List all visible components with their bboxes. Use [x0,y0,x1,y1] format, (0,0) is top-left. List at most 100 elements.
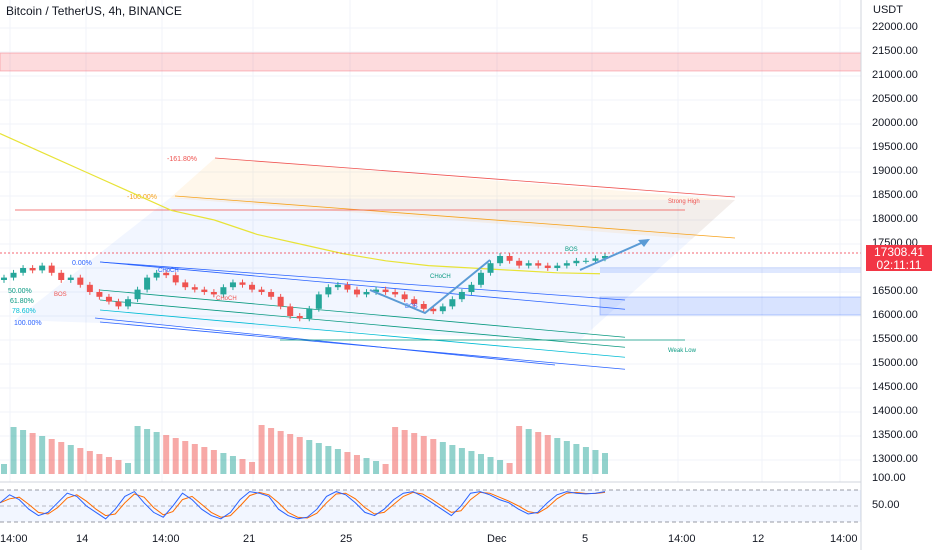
candle [477,272,484,285]
candle [306,308,313,319]
candle [229,282,236,288]
candle [411,299,418,304]
price-tick: 18500.00 [872,189,918,201]
candle [468,284,475,292]
candle [58,272,65,280]
moving-average-line [0,133,601,275]
time-tick: 25 [340,533,353,545]
volume-bar [10,427,17,474]
structure-label: Weak Low [668,348,697,354]
candle [506,256,513,261]
candle [268,292,275,297]
structure-label: Strong High [668,199,700,205]
last-price-badge: 17308.41 02:11:11 [866,245,932,272]
last-price-value: 17308.41 [873,245,925,259]
volume-bar [544,435,551,474]
volume-bar [334,449,341,474]
symbol-title: Bitcoin / TetherUS, 4h, BINANCE [6,4,182,18]
candle [249,284,256,290]
fib-zone [15,198,735,340]
volume-bar [229,456,236,474]
candle [277,296,284,307]
volume-bar [115,460,122,474]
volume-bar [39,436,46,474]
candle [239,282,246,285]
time-tick: 12 [752,533,765,545]
candle [554,265,561,268]
fib-zone-upper [170,158,735,239]
candle [220,287,227,295]
candle [1,277,7,280]
fib-level-label: -161.80% [167,156,197,163]
price-tick: 14500.00 [872,381,918,393]
stoch-tick: 100.00 [872,472,906,484]
fib-level-line [99,261,626,310]
fib-level-label: 0.00% [72,260,92,267]
volume-bar [306,440,313,474]
price-tick: 21000.00 [872,69,918,81]
candle [582,260,589,262]
countdown: 02:11:11 [876,258,922,272]
candle [544,265,551,268]
volume-bar [249,462,256,474]
volume-bar [420,436,427,474]
price-tick: 18000.00 [872,213,918,225]
volume-bar [134,426,141,474]
candle [96,292,103,297]
candle [525,263,532,266]
candle [516,260,523,266]
price-tick: 16500.00 [872,285,918,297]
time-tick: 14 [76,533,89,545]
fib-level-line [99,309,626,358]
candle [163,272,170,276]
supply-zone [0,52,862,72]
candle [134,289,141,300]
volume-bar [325,446,332,474]
volume-bar [373,461,380,474]
volume-bar [573,444,580,474]
volume-bar [144,429,151,474]
candle [39,265,46,271]
structure-label: BOS [565,247,578,253]
volume-bar [344,452,351,474]
price-tick: 14000.00 [872,405,918,417]
volume-bar [449,445,456,474]
candle [458,292,465,300]
volume-bar [439,442,446,474]
fib-level-label: 100.00% [14,320,42,327]
volume-bar [363,458,370,474]
fib-level-label: 61.80% [10,298,34,305]
volume-bar [191,444,198,474]
volume-bar [201,447,208,474]
candle [325,287,332,295]
volume-bar [268,428,275,474]
candle [592,258,599,261]
projection-arrow [369,259,491,315]
candle [144,277,151,290]
volume-bar [582,447,589,474]
volume-bar [392,427,399,474]
volume-bar [86,451,93,474]
candle [48,265,55,273]
fib-level-label: 50.00% [8,288,32,295]
demand-zone [599,296,862,316]
structure-label: CHoCH [430,274,451,280]
candle [77,277,84,285]
volume-bar [477,454,484,474]
volume-bar [315,443,322,474]
fib-level-line [99,289,626,338]
price-tick: 15000.00 [872,357,918,369]
volume-bar [20,430,27,474]
volume-bar [58,442,65,474]
volume-bar [258,425,265,474]
volume-bar [210,450,217,474]
demand-zone-small [600,267,861,273]
volume-bar [535,432,542,474]
candle [191,287,198,290]
candle [497,256,504,264]
volume-bar [382,464,389,474]
candle [125,299,132,307]
stoch-tick: 50.00 [872,499,900,511]
candle [296,316,303,319]
